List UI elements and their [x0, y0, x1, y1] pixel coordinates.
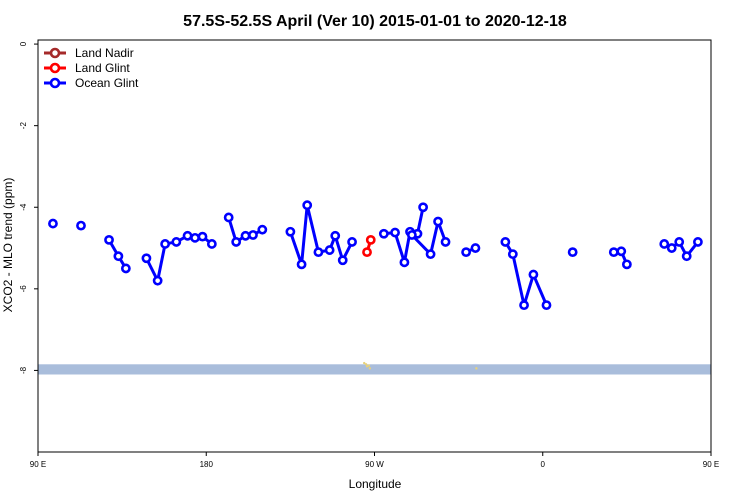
ocean-glint-point [378, 228, 389, 239]
ocean-glint-point [160, 239, 171, 249]
land-speckle [363, 361, 366, 365]
ocean-glint-point [190, 232, 200, 243]
y-tick-label: -8 [19, 366, 28, 374]
ocean-glint-point [330, 230, 341, 241]
land-band [38, 364, 711, 375]
ocean-glint-point [171, 237, 182, 247]
land-glint-point [365, 234, 376, 245]
ocean-glint-point [240, 230, 251, 241]
ocean-glint-point [390, 227, 400, 238]
ocean-glint-point [206, 239, 217, 249]
ocean-glint-point [399, 257, 410, 268]
ocean-glint-point [608, 247, 619, 258]
ocean-glint-point [141, 253, 152, 264]
ocean-glint-point [76, 220, 86, 231]
ocean-glint-point [470, 243, 481, 253]
ocean-glint-point [693, 237, 703, 247]
ocean-glint-point [347, 237, 357, 247]
chart-title: 57.5S-52.5S April (Ver 10) 2015-01-01 to… [183, 13, 567, 30]
ocean-glint-point [296, 259, 307, 270]
ocean-glint-point [440, 237, 451, 247]
ocean-glint-point [182, 230, 193, 241]
ocean-glint-point [616, 246, 627, 257]
ocean-glint-point [302, 200, 313, 211]
ocean-glint-point [461, 247, 472, 258]
ocean-glint-point [48, 218, 58, 229]
ocean-glint-point [681, 251, 692, 262]
legend-marker-land-glint [49, 62, 61, 74]
ocean-glint-point [567, 247, 578, 258]
ocean-glint-point [519, 300, 529, 311]
ocean-glint-point [621, 259, 632, 270]
land-speckle [368, 367, 372, 370]
ocean-glint-point [337, 255, 348, 266]
ocean-glint-point [541, 300, 552, 311]
x-tick-label: 90 W [365, 460, 384, 469]
land-speckle [367, 364, 371, 367]
ocean-glint-point [324, 245, 335, 255]
ocean-glint-point [257, 224, 268, 235]
ocean-glint-point [152, 275, 163, 286]
ocean-glint-point [406, 230, 417, 240]
x-tick-label: 180 [200, 460, 214, 469]
x-tick-label: 0 [541, 460, 546, 469]
y-tick-label: -4 [19, 203, 28, 211]
ocean-glint-point [674, 237, 685, 247]
x-tick-label: 90 E [703, 460, 719, 469]
ocean-glint-point [104, 234, 114, 245]
ocean-glint-point [418, 202, 429, 213]
y-axis-label: XCO2 - MLO trend (ppm) [1, 178, 15, 313]
ocean-glint-point [433, 216, 443, 227]
legend-label-land-glint: Land Glint [75, 61, 130, 75]
ocean-glint-point [197, 231, 208, 242]
y-tick-label: -6 [19, 285, 28, 293]
land-glint-point [362, 247, 372, 258]
y-tick-label: 0 [19, 41, 28, 46]
legend-label-ocean-glint: Ocean Glint [75, 76, 139, 90]
ocean-glint-line [410, 220, 448, 256]
ocean-glint-point [500, 237, 511, 247]
ocean-glint-point [528, 269, 539, 280]
land-speckle [475, 367, 478, 370]
plot-frame [37, 39, 712, 453]
land-speckle [364, 363, 368, 366]
ocean-glint-point [231, 237, 242, 247]
y-tick-label: -2 [19, 122, 28, 130]
ocean-glint-point [507, 249, 518, 260]
ocean-glint-point [120, 263, 131, 274]
x-axis-label: Longitude [349, 477, 402, 491]
ocean-glint-point [313, 247, 324, 258]
land-speckle [365, 365, 369, 368]
legend-marker-land-nadir [49, 47, 61, 59]
ocean-glint-point [223, 212, 234, 223]
ocean-glint-point [425, 249, 436, 260]
ocean-glint-point [285, 226, 296, 237]
x-tick-label: 90 E [30, 460, 46, 469]
ocean-glint-point [659, 239, 670, 249]
ocean-glint-point [248, 230, 258, 240]
legend-label-land-nadir: Land Nadir [75, 46, 134, 60]
ocean-glint-point [113, 251, 124, 262]
legend-marker-ocean-glint [49, 77, 61, 89]
title-layer: 57.5S-52.5S April (Ver 10) 2015-01-01 to… [1, 13, 567, 491]
ocean-glint-point [666, 243, 677, 253]
plot-layer: 90 E 180 90 W 0 90 E 0 -2 -4 -6 -8 [19, 39, 719, 469]
